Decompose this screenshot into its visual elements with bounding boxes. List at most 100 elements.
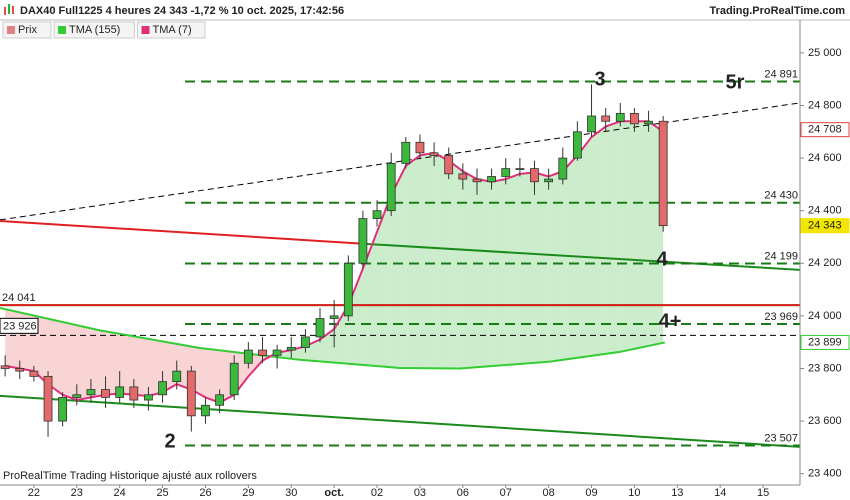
x-tick-label: 08 <box>543 487 555 499</box>
candle-body <box>129 386 139 401</box>
candle-body <box>172 370 182 383</box>
cloud-segment <box>448 160 463 369</box>
cloud-segment <box>562 155 578 360</box>
wave-label: 4 <box>656 248 668 270</box>
cloud-segment <box>620 121 635 352</box>
cloud-segment <box>548 171 563 362</box>
axis-label: 23 899 <box>808 336 842 348</box>
x-tick-label: 23 <box>71 487 83 499</box>
candle-body <box>315 318 325 338</box>
legend-swatch <box>7 26 15 34</box>
wave-label: 5r <box>726 71 745 93</box>
axis-label-box <box>800 218 850 234</box>
legend-swatch <box>141 26 150 34</box>
candle-body <box>158 381 167 396</box>
candle-body <box>72 394 82 398</box>
candle-body <box>358 218 368 264</box>
candle-body <box>558 157 568 180</box>
y-tick-label: 25 000 <box>808 47 842 59</box>
cloud-segment <box>334 305 349 364</box>
cloud-segment <box>491 179 506 367</box>
cloud-segment <box>505 173 520 366</box>
x-tick-label: 13 <box>671 487 683 499</box>
candle-body <box>201 404 210 417</box>
candle-body <box>15 368 25 372</box>
x-tick-label: 10 <box>628 487 640 499</box>
x-tick-label: 22 <box>28 487 40 499</box>
candle-body <box>229 362 239 396</box>
candle-body <box>43 375 53 422</box>
cloud-segment <box>634 121 649 349</box>
candle-body <box>301 336 310 348</box>
x-tick-label: 03 <box>414 487 426 499</box>
candle-body <box>658 120 668 227</box>
candle-body <box>644 120 653 125</box>
candle-body <box>343 262 353 317</box>
legend-swatch <box>58 26 66 34</box>
cloud-segment <box>90 328 106 398</box>
logo <box>4 4 14 15</box>
legend-box <box>53 21 135 39</box>
x-tick-label: oct. <box>324 487 344 499</box>
x-tick-label: 29 <box>242 487 254 499</box>
y-tick-label: 24 400 <box>808 205 842 217</box>
wave-label: 3 <box>594 68 605 90</box>
cloud-segment <box>462 171 477 369</box>
wave-label: 4+ <box>659 310 682 332</box>
candle-body <box>544 178 554 183</box>
legend-box <box>137 21 206 39</box>
candle-body <box>215 394 225 406</box>
left-level-label: 23 926 <box>3 320 37 332</box>
y-tick-label: 23 800 <box>808 362 842 374</box>
candle-body <box>615 112 625 122</box>
candle-body <box>186 370 196 417</box>
left-level-label: 24 041 <box>2 292 36 304</box>
cloud-segment <box>76 325 91 401</box>
candle-body <box>86 389 96 396</box>
candle-body <box>572 131 582 159</box>
cloud-segment <box>534 172 549 363</box>
candle-body <box>501 168 511 177</box>
candle-body <box>272 349 282 356</box>
x-tick-label: 02 <box>371 487 383 499</box>
cloud-segment <box>591 126 606 356</box>
x-tick-label: 14 <box>714 487 726 499</box>
trendline <box>0 219 366 245</box>
candle-body <box>329 315 339 319</box>
level-label: 23 507 <box>764 432 798 444</box>
legend: Prix TMA (155) TMA (7) <box>2 21 206 39</box>
cloud-segment <box>48 318 63 395</box>
candle-body <box>630 112 639 125</box>
candle-body <box>601 115 611 122</box>
legend-label: TMA (7) <box>153 24 192 36</box>
cloud-segment <box>362 231 378 367</box>
cloud-segment <box>405 155 420 369</box>
cloud-segment <box>348 268 363 365</box>
level-label: 24 430 <box>764 190 798 202</box>
cloud-segment <box>391 165 406 369</box>
candle-body <box>530 168 539 183</box>
footnote: ProRealTime Trading Historique ajusté au… <box>3 470 257 482</box>
candle-body <box>0 365 10 369</box>
chart-title: DAX40 Full1225 4 heures 24 343 -1,72 % 1… <box>20 5 344 17</box>
x-tick-label: 07 <box>500 487 512 499</box>
x-tick-label: 26 <box>199 487 211 499</box>
cloud-segment <box>605 121 621 354</box>
candle-body <box>101 389 110 398</box>
candle-body <box>115 386 125 398</box>
legend-label: Prix <box>18 24 37 36</box>
x-tick-label: 15 <box>757 487 769 499</box>
candle-body <box>472 178 482 183</box>
cloud-segment <box>434 152 449 369</box>
x-tick-label: 24 <box>114 487 126 499</box>
candle-body <box>415 141 425 154</box>
candle-body <box>401 141 411 164</box>
left-level-box <box>0 317 39 334</box>
candle-body <box>58 397 68 422</box>
level-label: 23 969 <box>764 311 798 323</box>
candle-body <box>386 162 396 212</box>
y-tick-label: 24 600 <box>808 152 842 164</box>
candle-body <box>444 155 454 175</box>
